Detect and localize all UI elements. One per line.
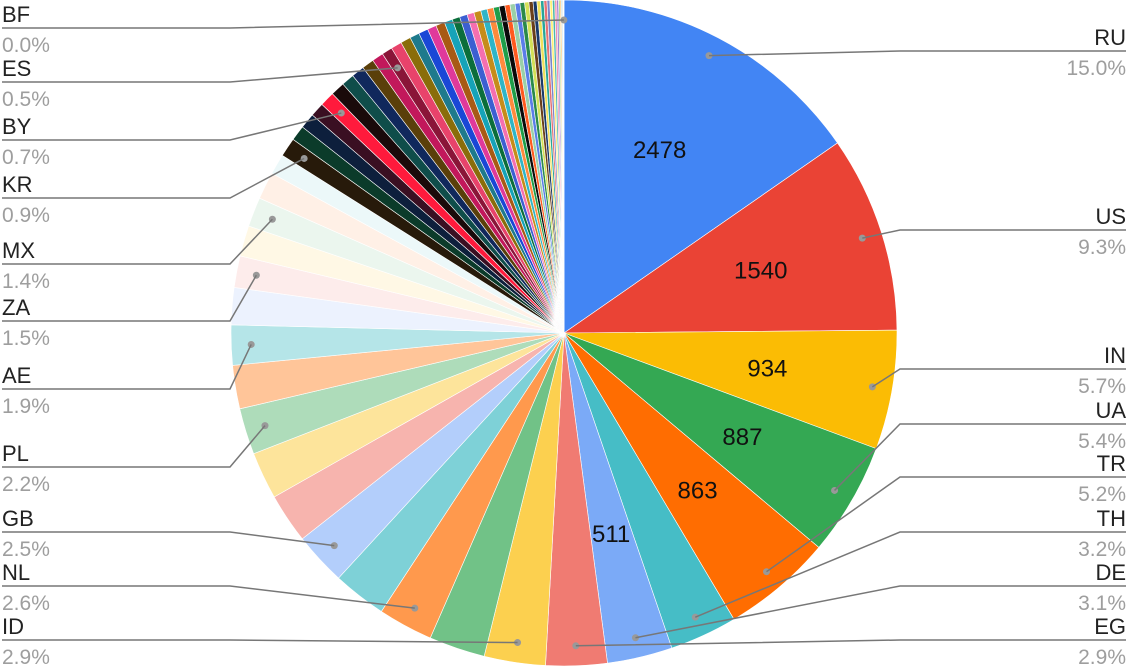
slice-percent-us: 9.3% [1078, 236, 1126, 259]
slice-value-ua: 887 [722, 424, 762, 451]
slice-label-ru: RU [1094, 25, 1126, 50]
leader-line-gb [2, 531, 335, 547]
slice-percent-gb: 2.5% [2, 538, 50, 561]
slice-percent-de: 3.1% [1078, 592, 1126, 615]
pie-slices [230, 0, 898, 667]
slice-percent-ae: 1.9% [2, 395, 50, 418]
pie-slice-us [563, 142, 898, 334]
leader-line-th [694, 531, 1126, 618]
leader-line-za [2, 274, 257, 322]
slice-percent-th: 3.2% [1078, 538, 1126, 561]
leader-line-us [862, 229, 1126, 239]
leader-line-ae [2, 344, 252, 390]
leader-line-ru [709, 50, 1126, 57]
slice-label-ua: UA [1095, 398, 1126, 423]
leader-line-mx [2, 218, 273, 265]
slice-label-ae: AE [2, 363, 31, 388]
leader-line-in [871, 368, 1126, 388]
leader-line-eg [575, 639, 1126, 647]
leader-line-bf [2, 19, 564, 29]
slice-percent-pl: 2.2% [2, 473, 50, 496]
slice-percent-kr: 0.9% [2, 204, 50, 227]
slice-value-ru: 2478 [633, 137, 686, 164]
leader-line-by [2, 112, 342, 141]
leader-line-kr [2, 157, 305, 199]
slice-percent-nl: 2.6% [2, 592, 50, 615]
slice-value-tr: 863 [678, 477, 718, 504]
slice-percent-id: 2.9% [2, 646, 50, 669]
slice-percent-es: 0.5% [2, 88, 50, 111]
slice-label-tr: TR [1097, 451, 1126, 476]
slice-value-in: 934 [747, 356, 787, 383]
slice-value-us: 1540 [734, 257, 787, 284]
slice-label-bf: BF [2, 2, 30, 27]
slice-label-nl: NL [2, 560, 30, 585]
slice-label-gb: GB [2, 506, 34, 531]
slice-label-kr: KR [2, 172, 33, 197]
slice-label-pl: PL [2, 441, 29, 466]
slice-label-de: DE [1095, 560, 1126, 585]
slice-label-by: BY [2, 114, 32, 139]
leader-line-pl [2, 425, 266, 468]
slice-percent-za: 1.5% [2, 327, 50, 350]
leader-lines [2, 16, 1126, 650]
slice-percent-tr: 5.2% [1078, 483, 1126, 506]
leader-line-id [2, 639, 518, 644]
slice-percent-in: 5.7% [1078, 375, 1126, 398]
slice-label-us: US [1095, 204, 1126, 229]
leader-line-es [2, 67, 398, 83]
slice-percent-ua: 5.4% [1078, 430, 1126, 453]
slice-percent-ru: 15.0% [1066, 57, 1126, 80]
slice-label-za: ZA [2, 295, 30, 320]
pie-slice-ru [563, 0, 838, 334]
slice-label-mx: MX [2, 238, 35, 263]
slice-label-th: TH [1097, 506, 1126, 531]
leader-dot-za [252, 271, 260, 279]
leader-line-de [635, 585, 1126, 639]
leader-line-ua [834, 423, 1126, 491]
leader-line-tr [766, 476, 1126, 573]
leader-line-nl [2, 585, 415, 609]
slice-label-id: ID [2, 614, 24, 639]
slice-label-eg: EG [1094, 614, 1126, 639]
slice-percent-mx: 1.4% [2, 270, 50, 293]
slice-percent-bf: 0.0% [2, 34, 50, 57]
slice-label-in: IN [1104, 343, 1126, 368]
slice-label-es: ES [2, 56, 31, 81]
slice-percent-eg: 2.9% [1078, 646, 1126, 669]
slice-percent-by: 0.7% [2, 146, 50, 169]
slice-value-de: 511 [592, 521, 630, 548]
